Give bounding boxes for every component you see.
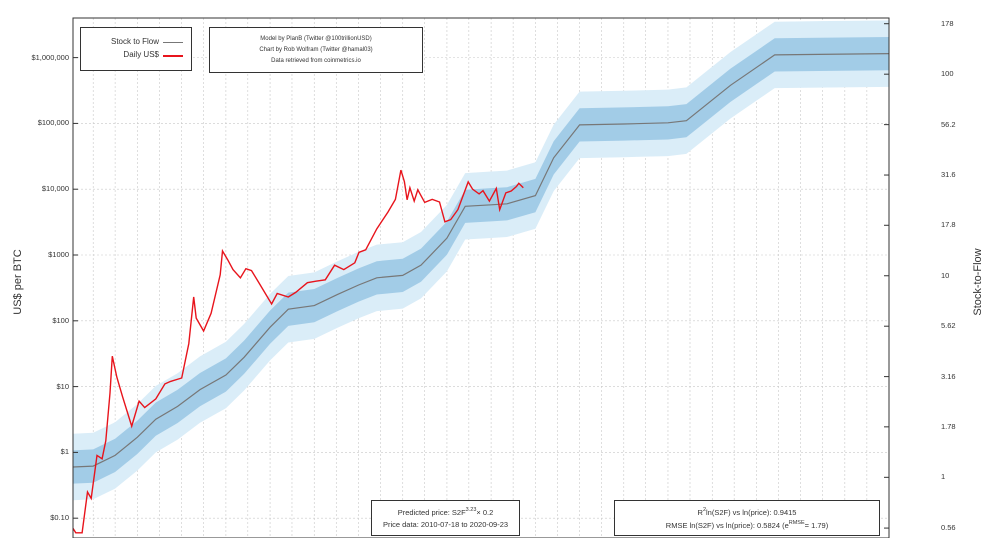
- prediction-box: Predicted price: S2F3.23× 0.2 Price data…: [371, 500, 520, 536]
- legend-label-daily-usd: Daily US$: [123, 50, 159, 59]
- legend-item-daily-usd: Daily US$: [89, 50, 159, 59]
- right-tick-label: 17.8: [941, 220, 956, 230]
- r2-value: ln(S2F) vs ln(price): 0.9415: [706, 508, 797, 517]
- r-squared-text: R2ln(S2F) vs ln(price): 0.9415: [615, 507, 879, 517]
- right-tick-label: 3.16: [941, 371, 956, 381]
- rmse-suffix: = 1.79): [804, 521, 829, 530]
- left-tick-label: $1000: [48, 250, 69, 259]
- left-tick-label: $100,000: [37, 118, 69, 128]
- left-axis-ticks: [73, 57, 78, 519]
- rmse-text: RMSE ln(S2F) vs ln(price): 0.5824 (eRMSE…: [615, 520, 879, 530]
- rmse-prefix: RMSE ln(S2F) vs ln(price): 0.5824 (e: [665, 521, 789, 530]
- legend-swatch-stock-to-flow: [163, 42, 183, 43]
- model-band-outer: [73, 20, 889, 501]
- predicted-suffix: × 0.2: [476, 508, 494, 517]
- left-tick-label: $1,000,000: [31, 52, 69, 62]
- left-tick-label: $1: [60, 447, 69, 457]
- legend-label-stock-to-flow: Stock to Flow: [110, 37, 159, 46]
- right-tick-label: 0.56: [941, 523, 956, 533]
- legend-swatch-daily-usd: [163, 55, 183, 57]
- plot-frame: [72, 17, 890, 538]
- right-tick-label: 1.78: [941, 421, 956, 431]
- predicted-exponent: 3.23: [465, 507, 477, 513]
- credit-chart: Chart by Rob Wolfram (Twitter @hamal03): [259, 47, 373, 53]
- credits-box: Model by PlanB (Twitter @100trillionUSD)…: [209, 27, 423, 73]
- left-tick-label: $10: [56, 381, 69, 391]
- r2-superscript: 2: [702, 507, 707, 513]
- left-tick-label: $10,000: [41, 184, 69, 194]
- left-tick-label: $100: [52, 315, 69, 325]
- legend-item-stock-to-flow: Stock to Flow: [89, 37, 159, 46]
- right-axis-ticks: [884, 23, 889, 529]
- left-tick-label: $0.10: [50, 513, 69, 523]
- price-data-range: Price data: 2010-07-18 to 2020-09-23: [382, 520, 509, 529]
- horizontal-gridlines: [73, 57, 889, 519]
- credit-data: Data retrieved from coinmetrics.io: [271, 58, 361, 64]
- right-tick-label: 1: [941, 472, 946, 482]
- series-line-stock-to-flow: [72, 53, 890, 468]
- right-tick-label: 100: [941, 69, 954, 79]
- right-tick-label: 5.62: [941, 321, 956, 331]
- r2-prefix: R: [697, 508, 703, 517]
- series-line-daily-usd: [72, 169, 524, 534]
- credit-model: Model by PlanB (Twitter @100trillionUSD): [260, 36, 372, 42]
- right-tick-label: 31.6: [941, 170, 956, 180]
- rmse-superscript: RMSE: [788, 520, 805, 526]
- right-tick-label: 178: [941, 18, 954, 28]
- statistics-box: R2ln(S2F) vs ln(price): 0.9415 RMSE ln(S…: [614, 500, 880, 536]
- right-tick-label: 10: [941, 270, 950, 280]
- predicted-price-formula: Predicted price: S2F3.23× 0.2: [372, 507, 519, 517]
- predicted-prefix: Predicted price: S2F: [397, 508, 466, 517]
- right-tick-label: 56.2: [941, 119, 956, 129]
- legend-box: Stock to Flow Daily US$: [80, 27, 192, 71]
- y-axis-label-left: US$ per BTC: [12, 249, 24, 315]
- y-axis-label-right: Stock-to-Flow: [972, 248, 984, 316]
